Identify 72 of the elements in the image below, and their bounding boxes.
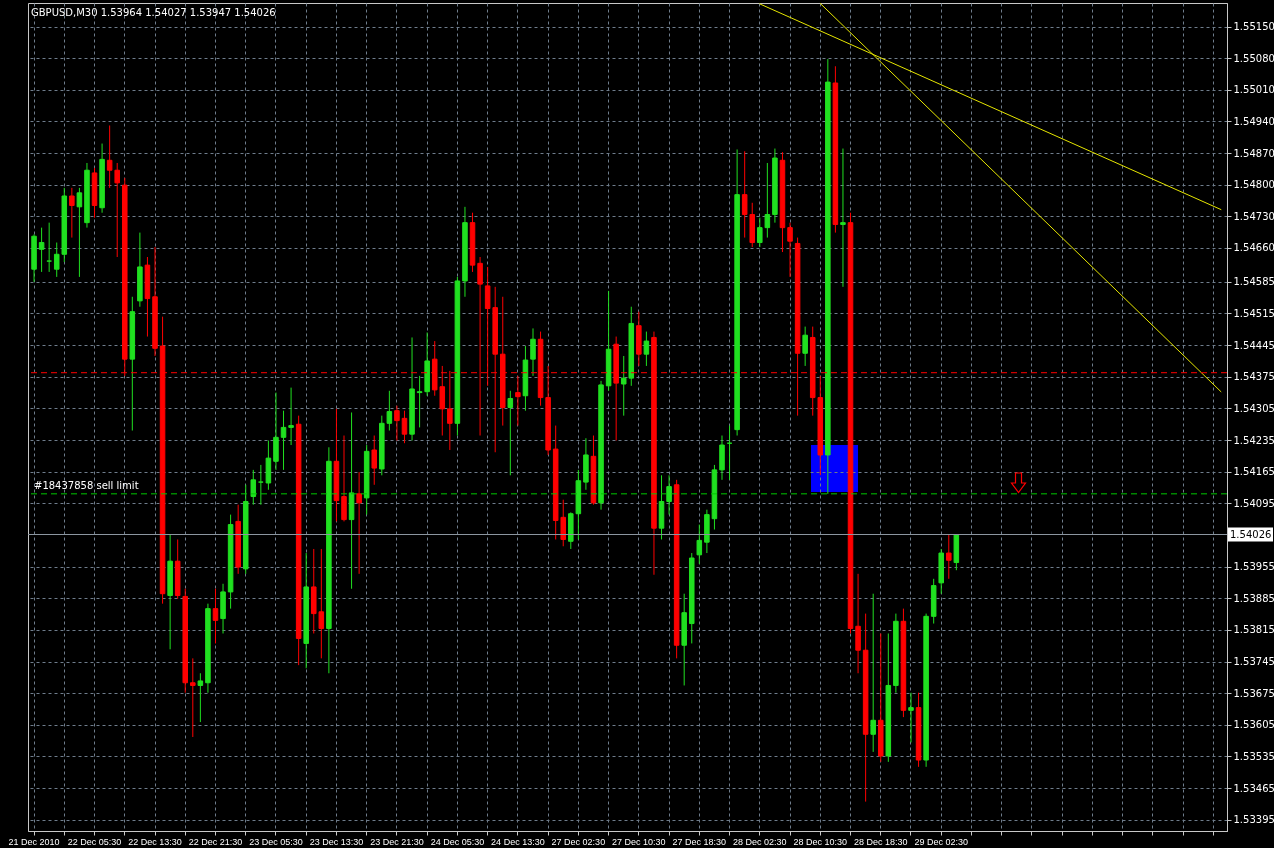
candlestick <box>515 375 521 427</box>
y-tick-label: 1.54800 <box>1233 179 1274 191</box>
y-tick-label: 1.53395 <box>1233 814 1274 826</box>
x-tick-label: 24 Dec 13:30 <box>491 836 545 847</box>
y-tick-label: 1.53465 <box>1233 782 1274 794</box>
y-tick-label: 1.54660 <box>1233 242 1274 254</box>
y-tick-label: 1.53815 <box>1233 624 1274 636</box>
y-tick-label: 1.54585 <box>1233 276 1274 288</box>
x-tick-label: 29 Dec 02:30 <box>914 836 969 847</box>
candlestick <box>212 588 219 644</box>
x-tick-label: 24 Dec 05:30 <box>430 836 485 847</box>
candlestick <box>908 692 914 743</box>
ref-line-label: 1.54026 <box>1230 528 1272 540</box>
y-tick-label: 1.53885 <box>1233 592 1274 604</box>
candlestick <box>250 469 257 506</box>
y-tick-label: 1.53955 <box>1233 561 1274 573</box>
y-tick-label: 1.55150 <box>1233 21 1274 32</box>
y-tick-label: 1.53745 <box>1233 656 1274 668</box>
x-tick-label: 27 Dec 18:30 <box>672 836 727 847</box>
x-tick-label: 27 Dec 10:30 <box>612 836 666 847</box>
y-tick-label: 1.53605 <box>1233 719 1274 731</box>
x-tick-label: 21 Dec 2010 <box>8 836 60 847</box>
candlestick <box>530 327 536 377</box>
y-tick-label: 1.53535 <box>1233 750 1274 762</box>
y-tick-label: 1.55080 <box>1233 52 1274 64</box>
candlestick <box>666 474 672 516</box>
candlestick <box>280 410 287 471</box>
candlestick <box>197 672 204 723</box>
candlestick <box>802 326 808 367</box>
x-tick-label: 22 Dec 13:30 <box>128 836 182 847</box>
candlestick <box>855 573 861 674</box>
x-tick-label: 23 Dec 13:30 <box>309 836 364 847</box>
candlestick <box>288 387 294 446</box>
candlestick <box>394 405 400 441</box>
x-tick-label: 28 Dec 02:30 <box>733 836 787 847</box>
candlestick <box>69 187 75 239</box>
candlestick <box>870 593 876 753</box>
candlestick <box>341 435 347 522</box>
y-tick-label: 1.54870 <box>1233 147 1274 159</box>
x-tick-label: 28 Dec 10:30 <box>793 836 848 847</box>
chart-title: GBPUSD,M30 1.53964 1.54027 1.53947 1.54026 <box>31 6 276 18</box>
candlestick <box>371 435 378 486</box>
y-tick-label: 1.54730 <box>1233 210 1274 222</box>
y-tick-label: 1.54165 <box>1233 466 1274 478</box>
y-tick-label: 1.54515 <box>1233 308 1274 319</box>
candlestick <box>76 187 83 278</box>
candlestick <box>840 148 846 288</box>
candlestick <box>696 524 703 565</box>
y-tick-label: 1.54095 <box>1233 497 1274 509</box>
x-tick-label: 22 Dec 05:30 <box>67 836 122 847</box>
y-tick-label: 1.54445 <box>1233 339 1274 351</box>
y-tick-label: 1.55010 <box>1233 84 1274 96</box>
candlestick <box>787 222 793 278</box>
y-tick-label: 1.53675 <box>1233 687 1274 699</box>
candlestick <box>507 390 514 476</box>
candlestick <box>946 534 952 580</box>
candlestick <box>273 392 279 471</box>
x-tick-label: 28 Dec 18:30 <box>853 836 908 847</box>
y-tick-label: 1.54235 <box>1233 434 1274 446</box>
candlestick <box>401 410 408 444</box>
y-tick-label: 1.54940 <box>1233 115 1274 127</box>
candlestick <box>190 657 196 738</box>
y-tick-label: 1.54305 <box>1233 402 1274 414</box>
ref-line-label: #18437858 sell limit <box>34 479 139 491</box>
candlestick <box>38 227 45 273</box>
y-tick-label: 1.54375 <box>1233 371 1274 383</box>
candlestick <box>643 331 650 367</box>
x-tick-label: 23 Dec 21:30 <box>370 836 424 847</box>
candlestick <box>356 471 362 575</box>
x-tick-label: 23 Dec 05:30 <box>249 836 303 847</box>
x-tick-label: 27 Dec 02:30 <box>551 836 606 847</box>
x-tick-label: 22 Dec 21:30 <box>188 836 243 847</box>
